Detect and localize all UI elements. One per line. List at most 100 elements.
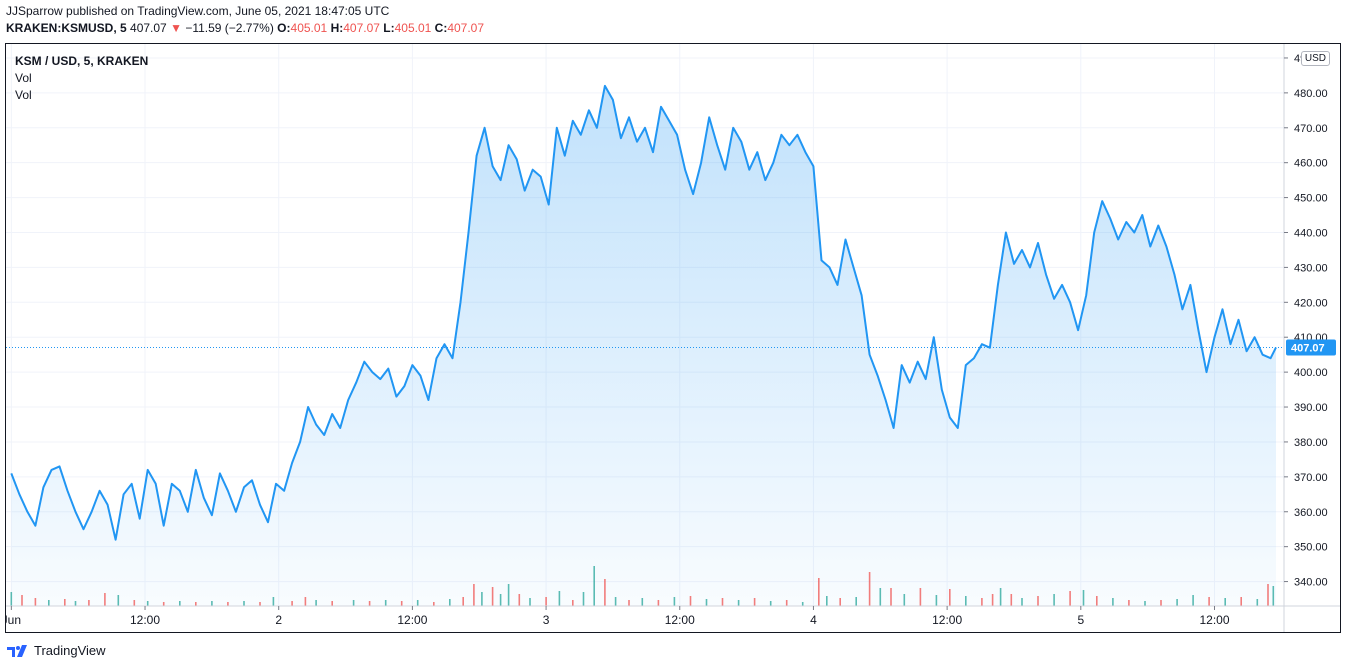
price-chart[interactable]: 340.00 350.00 360.00 370.00 380.00 390.00 400.… <box>6 44 1340 632</box>
volume-bar <box>1037 596 1039 606</box>
volume-bar <box>433 602 435 606</box>
volume-bar <box>74 601 77 606</box>
price-area-fill <box>11 85 1276 606</box>
volume-bar <box>195 602 197 606</box>
x-tick-label: 12:00 <box>665 613 695 627</box>
volume-bar <box>64 599 66 606</box>
symbol-line: KRAKEN:KSMUSD, 5 407.07 ▼ −11.59 (−2.77%… <box>6 20 1336 37</box>
symbol-name[interactable]: KRAKEN:KSMUSD, 5 <box>6 21 127 35</box>
down-arrow-icon: ▼ <box>170 21 182 35</box>
volume-bar <box>304 597 307 606</box>
volume-bar <box>352 600 355 606</box>
footer: TradingView <box>6 642 106 658</box>
volume-bar <box>400 601 403 606</box>
high-label: H: <box>330 21 344 35</box>
volume-bar <box>133 600 136 606</box>
volume-bar <box>507 584 510 606</box>
volume-bar <box>689 596 692 606</box>
volume-bar <box>1192 595 1194 606</box>
volume-bar <box>104 593 106 606</box>
volume-bar <box>1112 598 1114 606</box>
volume-bar <box>572 600 574 606</box>
chart-header: JJSparrow published on TradingView.com, … <box>6 3 1336 37</box>
volume-bar <box>1256 599 1259 606</box>
low-value: 405.01 <box>394 21 432 35</box>
volume-bar <box>1240 597 1242 606</box>
volume-bar <box>558 591 561 606</box>
volume-bar <box>10 592 13 606</box>
volume-bar <box>1272 586 1275 606</box>
y-tick-label: 390.00 <box>1294 402 1328 414</box>
volume-bar <box>34 598 37 606</box>
last-price-header: 407.07 <box>130 21 167 35</box>
volume-bar <box>243 601 245 606</box>
y-tick-label: 380.00 <box>1294 437 1328 449</box>
x-tick-label: 3 <box>543 613 550 627</box>
change-value: −11.59 (−2.77%) <box>185 21 274 35</box>
legend-title[interactable]: KSM / USD, 5, KRAKEN <box>15 54 149 68</box>
volume-bar <box>949 589 951 606</box>
volume-bar <box>769 601 772 606</box>
x-tick-label: 12:00 <box>1199 613 1229 627</box>
last-price-label: 407.07 <box>1291 342 1325 354</box>
open-value: 405.01 <box>290 21 328 35</box>
volume-bar <box>999 588 1002 606</box>
close-label: C: <box>434 21 448 35</box>
volume-bar <box>518 594 521 606</box>
high-value: 407.07 <box>343 21 380 35</box>
volume-bar <box>593 566 595 606</box>
volume-bar <box>529 598 531 606</box>
volume-bar <box>753 598 756 606</box>
volume-bar <box>416 600 419 606</box>
volume-bar <box>1010 594 1013 606</box>
y-tick-label: 370.00 <box>1294 472 1328 484</box>
x-tick-label: 4 <box>810 613 817 627</box>
volume-bar <box>162 602 165 606</box>
volume-bar <box>499 594 502 606</box>
volume-bar <box>473 584 475 606</box>
volume-bar <box>582 592 585 606</box>
volume-bar <box>839 598 841 606</box>
x-tick-label: 12:00 <box>130 613 160 627</box>
volume-bar <box>384 600 387 606</box>
price-line <box>10 84 1277 541</box>
y-tick-label: 440.00 <box>1294 227 1328 239</box>
volume-bar <box>315 600 317 606</box>
volume-bar <box>88 600 90 606</box>
volume-bar <box>331 601 333 606</box>
currency-badge[interactable]: USD <box>1300 51 1330 66</box>
x-tick-label: 5 <box>1077 613 1084 627</box>
volume-bar <box>604 579 606 606</box>
volume-bar <box>981 598 983 606</box>
volume-bar <box>117 595 120 606</box>
volume-bar <box>179 601 181 606</box>
volume-bar <box>628 600 630 606</box>
chart-frame[interactable]: 340.00 350.00 360.00 370.00 380.00 390.00 400.… <box>5 43 1341 633</box>
legend-volume-1[interactable]: Vol <box>15 71 32 85</box>
y-tick-label: 450.00 <box>1294 193 1328 205</box>
footer-brand[interactable]: TradingView <box>34 642 106 658</box>
legend-volume-2[interactable]: Vol <box>15 88 32 102</box>
volume-bar <box>673 597 676 606</box>
x-tick-label: Jun <box>6 613 21 627</box>
volume-bar <box>919 588 922 606</box>
last-price-badge <box>1286 339 1336 356</box>
volume-bar <box>1128 600 1130 606</box>
open-label: O: <box>277 21 291 35</box>
volume-bar <box>545 597 547 606</box>
volume-bar <box>1069 591 1071 606</box>
volume-bar <box>965 596 967 606</box>
volume-bar <box>272 597 275 606</box>
y-tick-label: 470.00 <box>1294 123 1328 135</box>
x-tick-label: 2 <box>275 613 282 627</box>
x-tick-label: 12:00 <box>932 613 962 627</box>
volume-bar <box>1082 590 1085 606</box>
volume-bar <box>481 592 483 606</box>
volume-bar <box>1160 600 1162 606</box>
volume-bar <box>1053 594 1055 606</box>
volume-bar <box>737 600 740 606</box>
volume-bar <box>855 597 857 606</box>
volume-bar <box>227 602 229 606</box>
volume-bar <box>1267 584 1269 606</box>
volume-bar <box>48 600 50 606</box>
